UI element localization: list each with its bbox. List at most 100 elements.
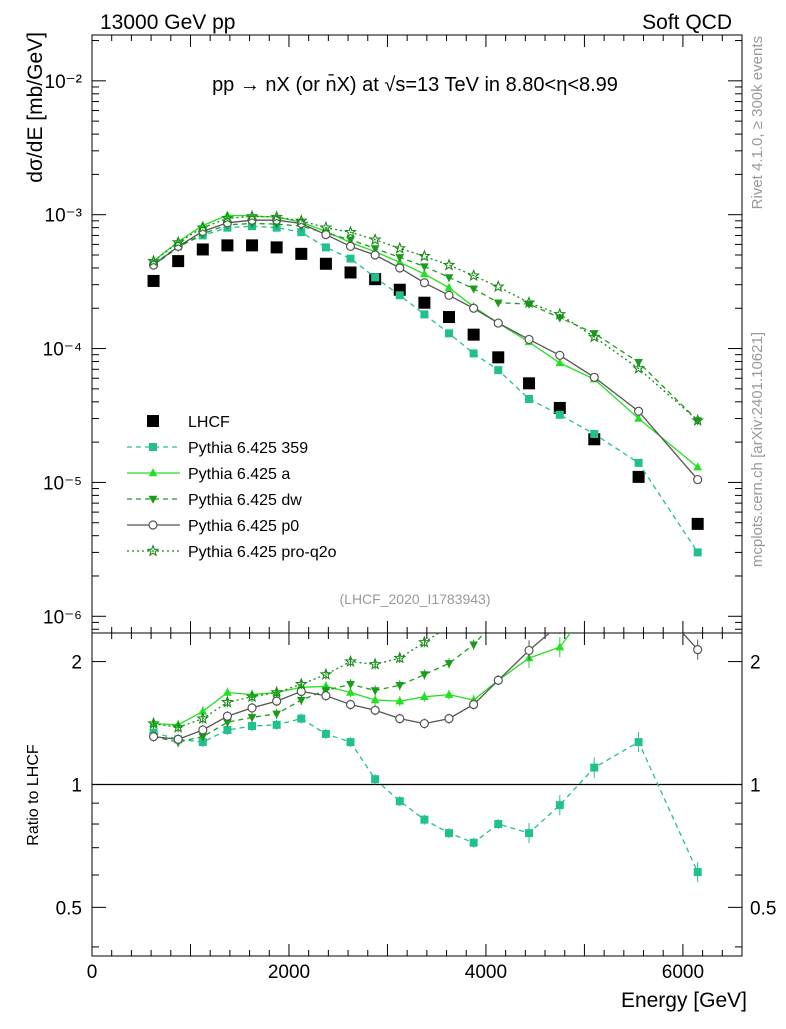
series-pythia-6-425-pro-q2o xyxy=(147,209,705,426)
series-point xyxy=(346,236,355,245)
series-line xyxy=(153,225,699,553)
series-point xyxy=(419,263,429,272)
analysis-id: (LHCF_2020_I1783943) xyxy=(340,591,491,607)
lhcf-point xyxy=(418,296,431,309)
ratio-point xyxy=(419,691,429,700)
ratio-point xyxy=(223,687,232,696)
ratio-point xyxy=(370,705,380,715)
ratio-point xyxy=(345,699,356,710)
ratio-point xyxy=(319,667,333,680)
series-point xyxy=(444,282,454,291)
main-panel: 10⁻⁶ 10⁻⁵ 10⁻⁴ 10⁻³ 10⁻² xyxy=(43,34,743,634)
ratio-point xyxy=(370,687,380,696)
ratio-point xyxy=(198,733,208,742)
rivet-label: Rivet 4.1.0, ≥ 300k events xyxy=(749,36,766,209)
series-point xyxy=(634,413,643,422)
ratio-point xyxy=(270,685,284,698)
lhcf-point xyxy=(196,243,209,256)
lhcf-point xyxy=(172,255,185,268)
series-point xyxy=(555,410,564,419)
ratio-tick-label-right: 2 xyxy=(750,653,761,674)
ratio-point xyxy=(444,713,454,724)
series-point xyxy=(555,358,565,367)
series-point xyxy=(371,273,380,282)
legend-entry-pythia-6-425-p0: Pythia 6.425 p0 xyxy=(127,518,299,535)
y-tick-label: 10⁻⁶ xyxy=(43,607,82,628)
series-point xyxy=(321,230,331,240)
ratio-point xyxy=(395,797,404,806)
series-point xyxy=(294,214,308,227)
ratio-point xyxy=(222,711,233,721)
lhcf-point xyxy=(443,311,456,324)
ratio-point xyxy=(346,681,355,690)
y-axis-label: dσ/dE [mb/GeV] xyxy=(24,32,47,183)
x-tick-label: 6000 xyxy=(662,962,704,983)
series-point xyxy=(196,220,210,234)
ratio-panel: 0 2000 4000 6000 0.5 0.5 1 1 2 2 xyxy=(56,632,776,983)
ratio-point xyxy=(321,691,331,701)
ratio-point xyxy=(555,801,564,810)
legend-marker xyxy=(146,544,160,557)
legend-label: Pythia 6.425 a xyxy=(188,466,290,483)
ratio-point xyxy=(693,868,702,877)
ratio-point xyxy=(634,738,643,747)
plot-title: pp → nX (or n̄X) at √s=13 TeV in 8.80<η<… xyxy=(212,73,618,96)
series-point xyxy=(525,394,534,403)
ratio-point xyxy=(368,657,382,670)
series-point xyxy=(691,413,705,426)
ratio-point xyxy=(247,714,257,723)
ratio-point xyxy=(196,711,210,725)
series-point xyxy=(494,366,503,375)
ratio-point xyxy=(395,696,405,705)
series-point xyxy=(344,225,357,238)
ratio-point xyxy=(245,690,259,703)
ratio-point xyxy=(346,687,355,696)
ratio-line xyxy=(153,717,699,873)
ratio-point xyxy=(272,720,281,729)
legend-label: Pythia 6.425 359 xyxy=(188,440,308,457)
ratio-point xyxy=(494,820,503,829)
series-point xyxy=(395,254,405,263)
legend-marker xyxy=(148,520,158,530)
ratio-point xyxy=(296,696,306,705)
series-point xyxy=(147,254,160,267)
lhcf-point xyxy=(295,247,308,260)
ratio-tick-label: 1 xyxy=(71,775,82,796)
ratio-tick-label: 2 xyxy=(71,653,82,674)
header-right: Soft QCD xyxy=(642,11,732,34)
lhcf-point xyxy=(270,241,283,254)
series-point xyxy=(395,263,405,273)
ratio-point xyxy=(344,654,357,668)
series-point xyxy=(220,211,234,224)
series-point xyxy=(393,241,407,254)
lhcf-point xyxy=(632,470,645,483)
x-axis-label: Energy [GeV] xyxy=(621,989,747,1012)
series-point xyxy=(590,429,599,438)
ratio-point xyxy=(371,775,380,784)
ratio-point xyxy=(445,829,454,838)
ratio-tick-label-right: 1 xyxy=(750,775,761,796)
series-point xyxy=(442,258,456,271)
series-point xyxy=(370,250,380,260)
ratio-point xyxy=(493,675,503,685)
series-point xyxy=(493,318,503,328)
ratio-point xyxy=(223,725,232,734)
x-tick-label: 0 xyxy=(87,962,98,983)
series-point xyxy=(445,329,454,338)
series-point xyxy=(370,245,380,254)
y-tick-label: 10⁻² xyxy=(45,72,83,93)
x-tick-label: 4000 xyxy=(465,962,507,983)
ratio-point xyxy=(148,731,159,742)
ratio-point xyxy=(294,677,308,690)
series-point xyxy=(420,310,429,319)
series-point xyxy=(633,406,644,416)
ratio-point xyxy=(417,635,431,648)
ratio-point xyxy=(173,734,183,744)
legend: LHCF Pythia 6.425 359 Pythia 6.425 a Pythia… xyxy=(127,414,337,561)
legend-entry-pythia-6-425-359: Pythia 6.425 359 xyxy=(127,440,308,457)
series-point xyxy=(634,458,643,467)
series-point xyxy=(368,232,382,246)
lhcf-point xyxy=(221,239,234,252)
